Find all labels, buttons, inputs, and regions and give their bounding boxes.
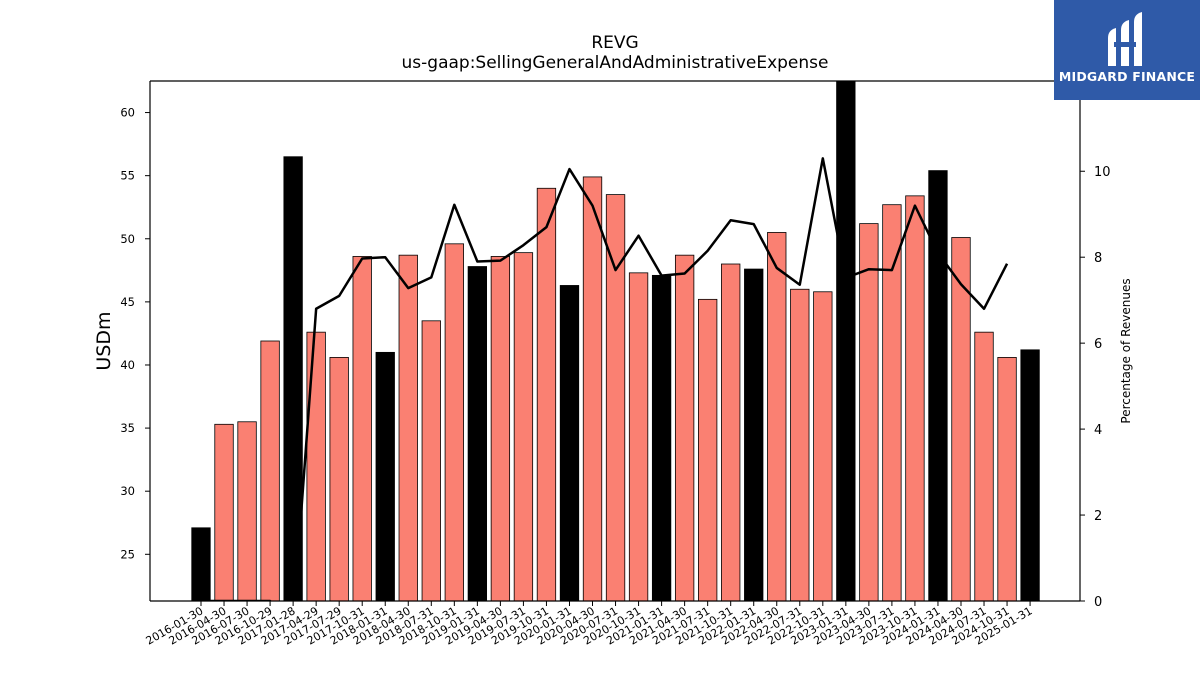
bar-2022-04-30 — [767, 232, 787, 601]
bar-2020-04-30 — [582, 176, 603, 601]
bar-2019-10-31 — [536, 187, 557, 601]
bar-2024-04-30 — [951, 237, 971, 601]
y2-tick-label: 8 — [1094, 251, 1102, 266]
bar-2020-01-31 — [559, 285, 580, 601]
bar-2020-07-31 — [605, 194, 626, 601]
bar-2018-01-31 — [375, 351, 395, 601]
chart-title: REVG — [591, 33, 639, 53]
y-tick-label: 40 — [120, 358, 135, 372]
plot-area — [191, 81, 1040, 601]
y-axis-label: USDm — [93, 311, 115, 370]
bar-2017-07-29 — [329, 357, 349, 601]
bar-2021-10-31 — [721, 263, 741, 601]
bar-2022-01-31 — [744, 268, 764, 601]
bar-2019-07-31 — [513, 252, 534, 601]
bar-2024-10-31 — [997, 357, 1017, 601]
y2-tick-label: 0 — [1094, 595, 1102, 610]
bar-2018-10-31 — [444, 243, 464, 601]
bar-2023-07-31 — [882, 204, 902, 601]
y2-tick-label: 4 — [1094, 423, 1102, 438]
bar-2023-04-30 — [859, 223, 879, 601]
bar-2019-01-31 — [467, 266, 488, 601]
y-tick-label: 50 — [120, 232, 135, 246]
bar-2022-10-31 — [813, 291, 833, 601]
bar-2017-04-29 — [306, 331, 326, 601]
bar-2016-01-30 — [191, 527, 211, 601]
logo-text: MIDGARD FINANCE — [1058, 69, 1196, 84]
bar-2020-10-31 — [628, 272, 649, 601]
y2-tick-label: 2 — [1094, 509, 1102, 524]
bar-2021-04-30 — [674, 254, 695, 601]
bar-2024-07-31 — [974, 331, 994, 601]
chart-subtitle: us-gaap:SellingGeneralAndAdministrativeE… — [401, 53, 829, 73]
y-tick-label: 25 — [120, 547, 135, 561]
bar-2016-07-30 — [237, 421, 257, 601]
midgard-finance-logo: MIDGARD FINANCE — [1054, 0, 1200, 100]
y-tick-label: 35 — [120, 421, 135, 435]
logo-mark-icon — [1108, 12, 1142, 66]
bar-2024-01-31 — [928, 170, 948, 601]
percentage-line — [201, 157, 1009, 601]
bar-2023-10-31 — [905, 195, 925, 601]
bar-2022-07-31 — [790, 288, 810, 601]
bar-2018-07-31 — [421, 320, 441, 601]
bar-2023-01-31 — [836, 81, 856, 601]
bar-2016-04-30 — [214, 423, 234, 601]
y-tick-label: 45 — [120, 295, 135, 309]
bar-2016-10-29 — [260, 340, 280, 601]
bar-2018-04-30 — [398, 254, 418, 601]
bar-2019-04-30 — [490, 256, 511, 601]
y-tick-label: 60 — [120, 106, 135, 120]
y-tick-label: 30 — [120, 484, 135, 498]
y2-tick-label: 10 — [1094, 165, 1111, 180]
y2-tick-label: 6 — [1094, 337, 1102, 352]
y2-axis-label: Percentage of Revenues — [1119, 278, 1133, 423]
bar-2017-10-31 — [352, 256, 372, 601]
bar-2021-01-31 — [651, 274, 672, 601]
y-tick-label: 55 — [120, 169, 135, 183]
bar-2021-07-31 — [698, 298, 718, 601]
bar-2025-01-31 — [1020, 349, 1040, 601]
